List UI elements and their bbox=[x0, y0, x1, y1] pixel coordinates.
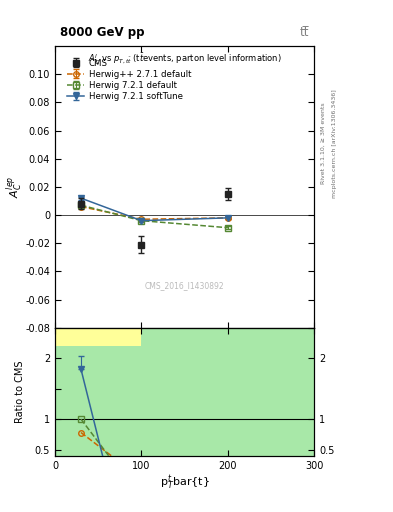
Text: mcplots.cern.ch [arXiv:1306.3436]: mcplots.cern.ch [arXiv:1306.3436] bbox=[332, 89, 337, 198]
Y-axis label: Ratio to CMS: Ratio to CMS bbox=[15, 360, 25, 423]
Text: 8000 GeV pp: 8000 GeV pp bbox=[60, 26, 145, 39]
Bar bbox=[55, 328, 314, 456]
Text: Rivet 3.1.10, ≥ 3M events: Rivet 3.1.10, ≥ 3M events bbox=[320, 102, 325, 184]
Text: $A_C^l$ vs $p_{T,t\bar{t}}$ (t$\bar{t}$events, parton level information): $A_C^l$ vs $p_{T,t\bar{t}}$ (t$\bar{t}$e… bbox=[88, 52, 282, 67]
Bar bbox=[55, 329, 141, 346]
Text: tt̅: tt̅ bbox=[300, 26, 309, 39]
X-axis label: p$_T^t$bar{t}: p$_T^t$bar{t} bbox=[160, 473, 209, 492]
Text: CMS_2016_I1430892: CMS_2016_I1430892 bbox=[145, 281, 224, 290]
Y-axis label: $A_C^{lep}$: $A_C^{lep}$ bbox=[4, 176, 25, 198]
Legend: CMS, Herwig++ 2.7.1 default, Herwig 7.2.1 default, Herwig 7.2.1 softTune: CMS, Herwig++ 2.7.1 default, Herwig 7.2.… bbox=[64, 56, 194, 103]
